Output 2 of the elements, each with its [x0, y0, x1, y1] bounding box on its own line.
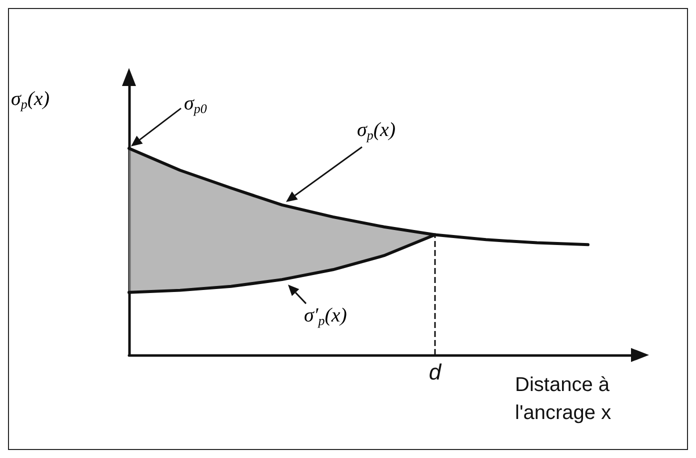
text: d: [428, 360, 442, 384]
x-axis-title: Distance à l'ancrage x: [515, 374, 616, 424]
